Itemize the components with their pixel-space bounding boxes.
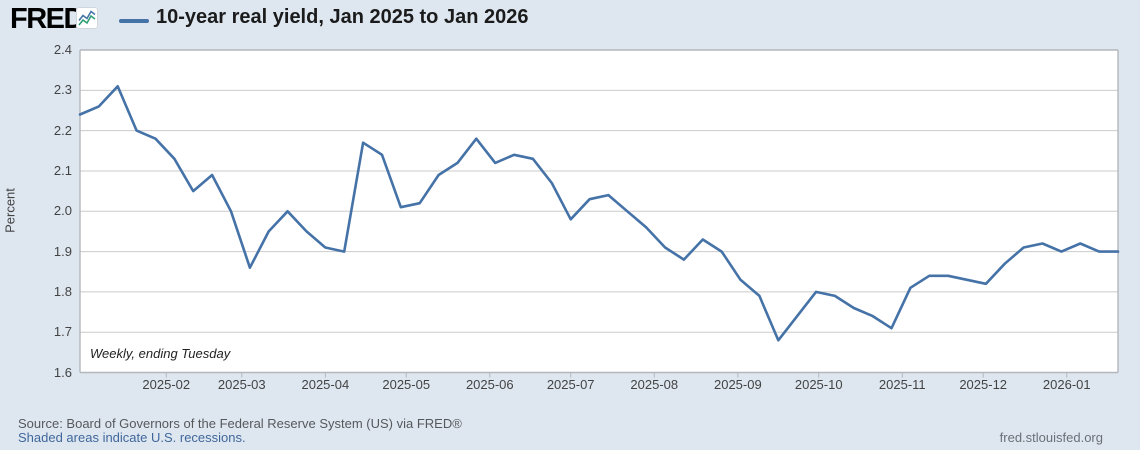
x-axis-tick-label: 2026-01	[1042, 377, 1091, 392]
x-axis-tick-label: 2025-03	[217, 377, 266, 392]
x-axis-tick-label: 2025-08	[630, 377, 679, 392]
y-axis-tick-label: 2.2	[53, 122, 72, 138]
y-axis-tick-label: 2.1	[53, 162, 72, 178]
y-axis-tick-label: 2.3	[53, 82, 72, 98]
y-axis-tick-label: 1.7	[53, 324, 72, 340]
y-axis-tick-label: 1.8	[53, 283, 72, 299]
y-axis-tick-label: 2.0	[53, 203, 72, 219]
x-axis-tick-label: 2025-06	[465, 377, 514, 392]
fred-sparkline-icon	[76, 7, 98, 29]
fred-logo-text: FRED	[10, 3, 84, 35]
chart-title: 10-year real yield, Jan 2025 to Jan 2026	[156, 6, 529, 28]
y-axis-tick-label: 2.4	[53, 42, 72, 57]
x-axis-tick-label: 2025-09	[713, 377, 762, 392]
y-axis-tick-label: 1.9	[53, 243, 72, 259]
recession-note-link[interactable]: Shaded areas indicate U.S. recessions.	[18, 430, 246, 445]
frequency-note: Weekly, ending Tuesday	[90, 346, 231, 361]
series-legend-dash-icon	[119, 19, 149, 23]
data-series-line[interactable]	[78, 85, 1120, 342]
x-axis-tick-label: 2025-10	[794, 377, 843, 392]
y-axis-tick-label: 1.6	[53, 364, 72, 380]
x-axis-tick-label: 2025-05	[382, 377, 431, 392]
x-axis-tick-label: 2025-02	[142, 377, 191, 392]
x-axis-tick-label: 2025-11	[878, 377, 926, 392]
fred-site-url: fred.stlouisfed.org	[999, 430, 1103, 445]
x-axis-tick-label: 2025-07	[546, 377, 595, 392]
x-axis-tick-label: 2025-12	[959, 377, 1008, 392]
y-axis-title: Percent	[2, 188, 18, 233]
x-axis-tick-label: 2025-04	[301, 377, 350, 392]
source-attribution: Source: Board of Governors of the Federa…	[18, 416, 462, 431]
